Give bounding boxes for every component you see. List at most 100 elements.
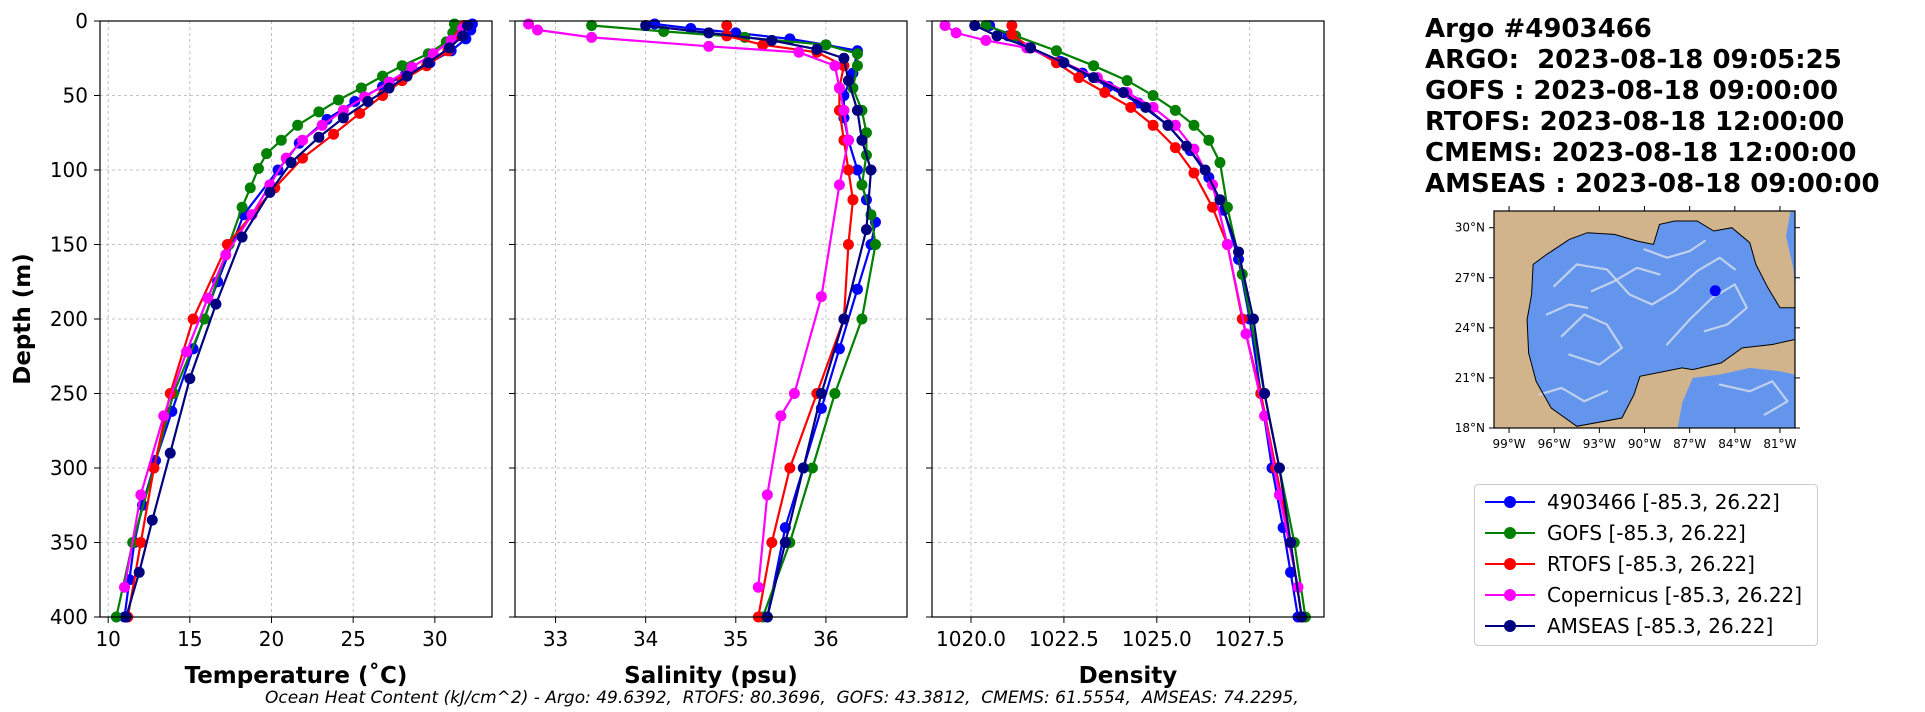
legend-label: RTOFS [-85.3, 26.22] — [1547, 552, 1755, 576]
legend-entry: GOFS [-85.3, 26.22] — [1483, 518, 1746, 548]
current-streamline — [1718, 380, 1789, 416]
data-point — [406, 61, 418, 73]
series-line — [126, 25, 466, 618]
info-title: Argo #4903466 — [1425, 14, 1652, 44]
x-tick-label: 30 — [422, 627, 447, 651]
map-lat-label: 30°N — [1455, 221, 1485, 235]
current-streamline — [1666, 283, 1748, 346]
data-point — [164, 447, 176, 459]
data-point — [1125, 101, 1137, 113]
data-point — [1247, 313, 1259, 325]
data-point — [396, 60, 408, 72]
data-point — [354, 107, 366, 119]
data-point — [401, 70, 413, 82]
axes-frame — [99, 20, 493, 618]
data-point — [586, 31, 598, 43]
ocean-area — [1786, 211, 1795, 295]
map-lon-label: 93°W — [1583, 437, 1616, 451]
data-point — [640, 19, 652, 31]
series — [122, 19, 470, 623]
x-tick-label: 34 — [633, 627, 658, 651]
data-point — [1259, 388, 1271, 399]
data-point — [991, 30, 1003, 42]
data-point — [210, 298, 222, 310]
legend-label: AMSEAS [-85.3, 26.22] — [1547, 614, 1774, 638]
data-point — [532, 24, 544, 36]
data-point — [775, 410, 787, 422]
data-point — [838, 313, 850, 325]
data-point — [851, 283, 863, 295]
data-point — [1088, 72, 1100, 84]
x-tick-label: 10 — [95, 627, 120, 651]
current-streamline — [1538, 386, 1608, 403]
map-lon-label: 90°W — [1628, 437, 1661, 451]
data-point — [1285, 537, 1297, 548]
current-streamline — [1643, 239, 1706, 259]
legend-swatch — [1483, 616, 1537, 636]
series — [969, 19, 1308, 623]
data-point — [523, 18, 535, 30]
data-point — [261, 148, 273, 160]
map-lon-label: 84°W — [1718, 437, 1751, 451]
data-point — [148, 462, 160, 474]
series — [523, 18, 854, 593]
info-rtofs-time: RTOFS: 2023-08-18 12:00:00 — [1425, 107, 1845, 137]
data-point — [457, 30, 469, 42]
data-point — [1214, 157, 1226, 169]
x-tick-label: 1020.0 — [936, 627, 1006, 651]
data-point — [766, 537, 778, 548]
map-lon-label: 96°W — [1538, 437, 1571, 451]
data-point — [815, 388, 827, 399]
data-point — [316, 119, 328, 131]
data-point — [1006, 28, 1018, 40]
data-point — [811, 43, 823, 55]
data-point — [275, 134, 287, 146]
data-point — [1240, 328, 1252, 340]
map-lon-label: 81°W — [1763, 437, 1796, 451]
data-point — [847, 194, 859, 206]
x-tick-label: 25 — [340, 627, 365, 651]
series — [640, 19, 877, 623]
x-tick-label: 1025.0 — [1122, 627, 1192, 651]
data-point — [328, 128, 340, 140]
data-point — [820, 39, 832, 51]
data-point — [969, 19, 981, 31]
data-point — [1181, 140, 1193, 152]
data-point — [1050, 45, 1062, 57]
coastline — [1526, 220, 1795, 427]
series — [119, 22, 469, 593]
data-point — [236, 231, 248, 243]
x-tick-label: 20 — [259, 627, 284, 651]
data-point — [1203, 134, 1215, 146]
data-point — [383, 82, 395, 94]
data-point — [721, 19, 733, 31]
map-lat-label: 27°N — [1455, 271, 1485, 285]
data-point — [842, 239, 854, 250]
current-streamline — [1560, 313, 1623, 366]
info-cmems-time: CMEMS: 2023-08-18 12:00:00 — [1425, 138, 1857, 168]
data-point — [1214, 194, 1226, 206]
current-streamline — [1545, 303, 1589, 316]
current-streamline — [1590, 266, 1661, 293]
data-point — [297, 134, 309, 146]
data-point — [332, 94, 344, 106]
data-point — [1188, 167, 1200, 179]
data-point — [1199, 164, 1211, 176]
data-point — [133, 566, 145, 578]
data-point — [1169, 104, 1181, 116]
x-tick-label: 35 — [723, 627, 748, 651]
data-point — [1058, 57, 1070, 69]
data-point — [1024, 42, 1036, 54]
legend-entry: RTOFS [-85.3, 26.22] — [1483, 549, 1755, 579]
y-tick-label: 150 — [50, 233, 88, 257]
profile-panels: 10 15 20 25 30050100150200250300350400Temper… — [10, 9, 1325, 689]
series-line — [654, 22, 877, 618]
data-point — [1099, 87, 1111, 99]
data-point — [1285, 566, 1297, 578]
data-point — [135, 489, 147, 501]
x-tick-label: 1027.5 — [1215, 627, 1285, 651]
data-point — [851, 164, 863, 176]
map-lon-label: 87°W — [1673, 437, 1706, 451]
data-point — [833, 179, 845, 191]
